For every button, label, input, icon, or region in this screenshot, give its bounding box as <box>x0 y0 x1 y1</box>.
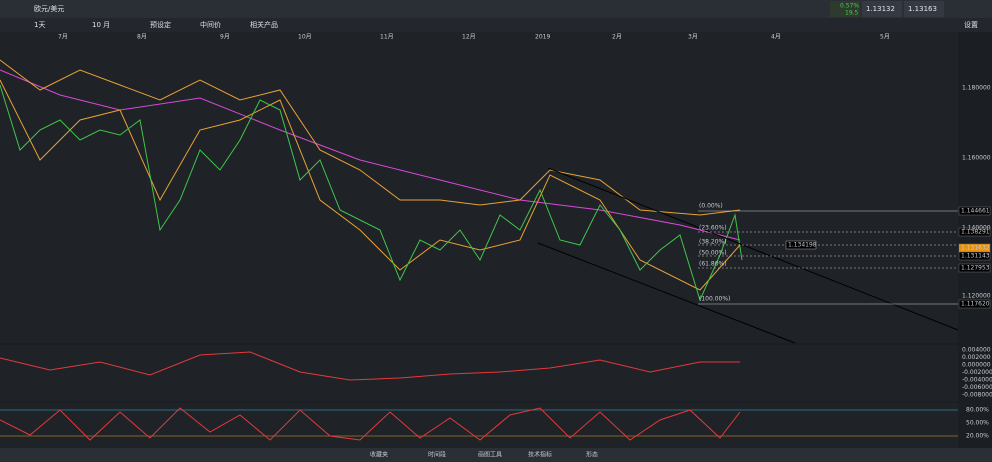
bottom-bar <box>0 448 992 462</box>
stoch-line <box>0 407 741 441</box>
cursor-tag <box>785 240 817 250</box>
price-axis-label: 1.180000 <box>962 85 991 92</box>
macd-signal <box>0 351 740 381</box>
price-tag <box>958 299 991 309</box>
bottom-tab[interactable]: 时间段 <box>428 451 446 459</box>
change-pts: 19.5 <box>845 10 859 17</box>
range[interactable]: 10 月 <box>92 21 110 29</box>
macd-axis-label: -0.002000 <box>962 369 992 376</box>
bottom-tab[interactable]: 技术指标 <box>528 451 552 459</box>
price-axis-label: 1.140000 <box>962 225 991 232</box>
preset[interactable]: 预设定 <box>150 20 171 29</box>
main-chart <box>0 32 958 343</box>
change-pct: 0.57% <box>840 3 859 10</box>
price-tag-label: 1.131143 <box>961 253 990 260</box>
price-tag-label: 1.144661 <box>961 208 990 215</box>
fib-label: (61.80%) <box>699 261 727 268</box>
stoch-axis-label: 80.00% <box>966 407 989 414</box>
fib-label: (0.00%) <box>699 203 723 210</box>
symbol: 欧元/美元 <box>34 4 64 13</box>
price-tag-label: 1.127953 <box>961 265 990 272</box>
fib-lines <box>698 210 958 305</box>
month-label: 9月 <box>220 34 230 41</box>
fib-label: (38.20%) <box>699 239 727 246</box>
fib-label: (50.00%) <box>699 250 727 257</box>
month-label: 2019 <box>535 34 550 41</box>
month-label: 7月 <box>58 34 68 41</box>
price-tag-label: 1.117620 <box>961 301 990 308</box>
macd-axis-label: -0.004000 <box>962 377 992 384</box>
price-path <box>0 84 743 302</box>
month-label: 10月 <box>298 34 312 41</box>
related[interactable]: 相关产品 <box>250 20 278 29</box>
cursor-tag-label: 1.134198 <box>788 242 817 249</box>
month-label: 12月 <box>462 34 476 41</box>
channel-lower <box>537 242 796 344</box>
price-tag <box>958 227 991 237</box>
macd-axis-label: 0.004000 <box>962 347 991 354</box>
buy-price[interactable]: 1.13163 <box>908 5 937 13</box>
stoch-panel <box>0 403 958 448</box>
settings[interactable]: 设置 <box>964 20 978 29</box>
stoch-axis-label: 50.00% <box>966 420 989 427</box>
overlays <box>0 59 959 344</box>
month-label: 3月 <box>688 34 698 41</box>
price-axis-label: 1.160000 <box>962 155 991 162</box>
price-tag <box>958 206 991 216</box>
bottom-tab[interactable]: 形态 <box>586 451 598 459</box>
month-label: 8月 <box>137 34 147 41</box>
interval[interactable]: 1天 <box>34 21 45 29</box>
fib-label: (23.60%) <box>699 225 727 232</box>
fib-label: (100.00%) <box>699 296 730 303</box>
bollinger-upper <box>0 59 741 216</box>
price-tag-label: 1.138291 <box>961 229 990 236</box>
month-label: 4月 <box>771 34 781 41</box>
channel-upper <box>547 167 959 331</box>
bollinger-lower <box>0 79 741 291</box>
bottom-tab[interactable]: 收藏夹 <box>370 451 388 459</box>
price-tag <box>958 263 991 273</box>
top-bar <box>0 0 992 18</box>
price-tag-label: 1.131632 <box>961 245 990 252</box>
moving-average <box>0 69 741 241</box>
toolbar <box>0 18 992 32</box>
change-box <box>830 1 860 17</box>
month-label: 2月 <box>612 34 622 41</box>
price-axis-label: 1.120000 <box>962 293 991 300</box>
price-tag <box>958 251 991 261</box>
macd-axis-label: 0.002000 <box>962 354 991 361</box>
macd-axis-label: -0.006000 <box>962 384 992 391</box>
buy-button[interactable] <box>904 1 944 17</box>
bottom-tab[interactable]: 画图工具 <box>478 452 502 459</box>
macd-axis-label: -0.008000 <box>962 392 992 399</box>
sell-price[interactable]: 1.13132 <box>866 5 895 13</box>
month-label: 5月 <box>880 34 890 41</box>
month-label: 11月 <box>380 34 394 41</box>
price-type[interactable]: 中间价 <box>200 20 221 29</box>
macd-axis-label: 0.000000 <box>962 362 991 369</box>
sell-button[interactable] <box>862 1 902 17</box>
stoch-axis-label: 20.00% <box>966 433 989 440</box>
